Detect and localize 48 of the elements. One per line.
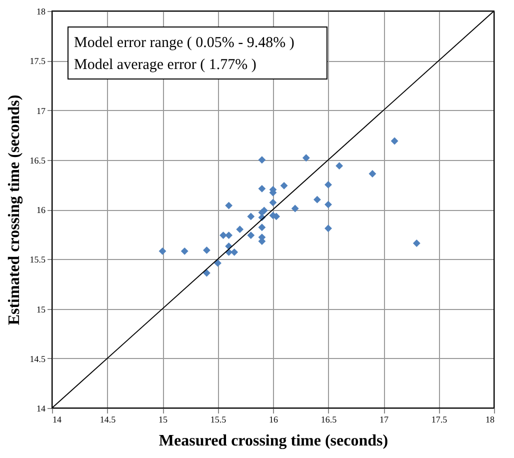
point xyxy=(280,182,288,190)
point xyxy=(258,156,266,164)
x-tick-label: 17.5 xyxy=(431,414,448,424)
y-tick-label: 15.5 xyxy=(30,254,46,265)
x-tick-label: 18 xyxy=(486,414,495,424)
point xyxy=(291,204,299,212)
y-tick-label: 14.5 xyxy=(30,354,46,364)
x-tick-label: 14 xyxy=(52,414,62,424)
point xyxy=(258,184,266,192)
point xyxy=(269,198,277,206)
point xyxy=(236,226,244,234)
point xyxy=(230,248,238,256)
x-tick-label: 16 xyxy=(269,414,278,424)
x-tick-label: 15 xyxy=(158,414,168,424)
point xyxy=(214,259,222,267)
point xyxy=(336,162,344,170)
point xyxy=(220,232,227,240)
point xyxy=(202,246,210,254)
y-tick-label: 14 xyxy=(36,404,46,414)
y-axis-title: Estimated crossing time (seconds) xyxy=(6,94,23,326)
y-tick-label: 17 xyxy=(36,106,46,116)
y-tick-label: 17.5 xyxy=(30,56,46,66)
point xyxy=(225,232,233,240)
point xyxy=(324,180,332,188)
point xyxy=(202,269,210,277)
point xyxy=(225,202,233,210)
x-tick-label: 17 xyxy=(380,414,389,424)
point xyxy=(390,137,398,145)
x-tick-label: 14.5 xyxy=(100,414,116,424)
point xyxy=(158,247,166,255)
point xyxy=(412,240,420,247)
point xyxy=(258,224,266,232)
point xyxy=(247,212,255,220)
point xyxy=(180,247,188,255)
y-tick-label: 16 xyxy=(36,205,46,215)
point xyxy=(368,170,376,178)
point xyxy=(247,232,255,240)
annotation: Model error range ( 0.05% - 9.48% ) xyxy=(74,35,294,51)
x-tick-label: 16.5 xyxy=(320,414,338,424)
y-tick-label: 16.5 xyxy=(30,155,46,166)
point xyxy=(313,196,321,204)
y-tick-label: 15 xyxy=(36,304,46,314)
x-tick-label: 15.5 xyxy=(210,414,227,424)
point xyxy=(302,154,310,162)
point xyxy=(324,224,332,232)
annotation: Model average error ( 1.77% ) xyxy=(74,57,256,73)
y-tick-label: 18 xyxy=(36,6,46,16)
x-axis-title: Measured crossing time (seconds) xyxy=(158,432,388,450)
